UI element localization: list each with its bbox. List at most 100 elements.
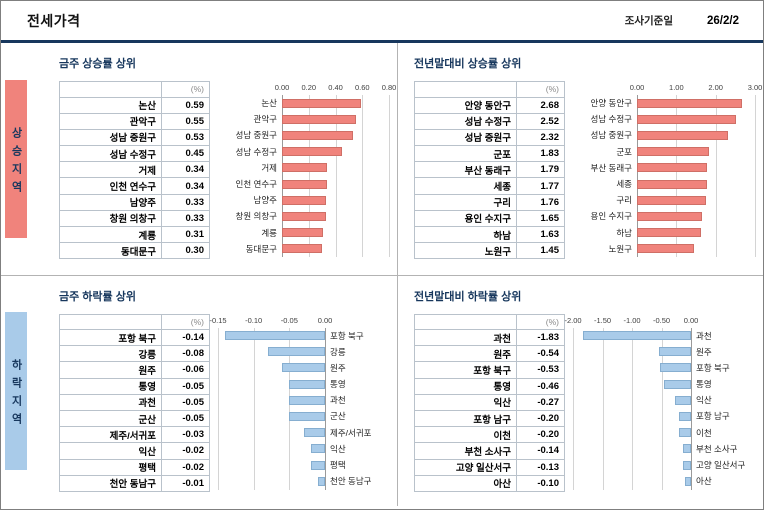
bar-row: [282, 192, 389, 208]
axis-tick-label: 0.60: [354, 83, 370, 92]
region-value: -0.08: [161, 345, 210, 363]
bar-chart: 논산 관악구 성남 중원구 성남 수정구 거제 인천 연수구 남양주 창원 의창구 계룡 동대문구…: [218, 81, 397, 257]
region-value: 0.53: [161, 128, 210, 147]
region-value: 1.45: [516, 242, 565, 260]
region-value: 2.68: [516, 96, 565, 114]
region-value: 2.52: [516, 112, 565, 130]
table-header-row: (%): [59, 81, 210, 98]
table-row: 고양 일산서구 -0.13: [414, 458, 565, 476]
table-row: 통영 -0.05: [59, 377, 210, 395]
bar: [289, 395, 325, 405]
region-value: -0.53: [516, 361, 565, 379]
region-name: 원주: [414, 345, 517, 363]
table-header-empty: [414, 313, 517, 330]
region-name: 군산: [59, 409, 162, 428]
region-name: 안양 동안구: [414, 96, 517, 114]
table-row: 아산 -0.10: [414, 474, 565, 492]
rank-table: (%) 과천 -1.83 원주 -0.54 포항 북구 -0.53 통영 -0.46 익산 -0.…: [414, 313, 565, 492]
table-row: 세종 1.77: [414, 177, 565, 195]
table-row: 군포 1.83: [414, 145, 565, 163]
region-name: 성남 수정구: [414, 112, 517, 130]
gridline: [637, 95, 638, 257]
table-row: 성남 중원구 2.32: [414, 128, 565, 147]
table-row: 인천 연수구 0.34: [59, 177, 210, 195]
bar-row: [218, 473, 325, 489]
axis-tick-label: 0.00: [683, 315, 699, 325]
panel-body: (%) 안양 동안구 2.68 성남 수정구 2.52 성남 중원구 2.32 군포 1.83…: [414, 81, 762, 260]
bar-row: [637, 192, 755, 208]
axis-tick-label: 0.20: [301, 83, 317, 92]
bar: [679, 428, 691, 438]
chart-axis: 0.00 0.20 0.40 0.60 0.80: [275, 81, 397, 95]
bar-row: [282, 160, 389, 176]
bar-chart: -2.00 -1.50 -1.00 -0.50 0.00 과천 원주 포항 북구 통영 익산 포항 …: [564, 314, 755, 490]
axis-tick-label: -1.00: [623, 315, 641, 325]
bar-row: [282, 127, 389, 143]
table-row: 원주 -0.54: [414, 345, 565, 363]
bar-row: [218, 344, 325, 360]
panel-weekly-fall: 금주 하락률 상위 (%) 포항 북구 -0.14 강릉 -0.08 원주 -0.06 통영…: [31, 274, 397, 507]
table-row: 부천 소사구 -0.14: [414, 442, 565, 460]
table-row: 군산 -0.05: [59, 409, 210, 428]
bar-row: [282, 144, 389, 160]
axis-tick-label: 2.00: [708, 83, 723, 92]
region-name: 창원 의창구: [59, 209, 162, 228]
panel-title: 전년말대비 하락률 상위: [414, 290, 522, 303]
rank-table: (%) 안양 동안구 2.68 성남 수정구 2.52 성남 중원구 2.32 군포 1.83…: [414, 81, 565, 260]
table-row: 포항 남구 -0.20: [414, 409, 565, 428]
region-name: 강릉: [59, 345, 162, 363]
category-label: 용인 수지구: [590, 211, 632, 222]
bar-row: [637, 176, 755, 192]
gridline: [362, 95, 364, 257]
survey-date-value: 26/2/2: [707, 14, 739, 27]
panel-title: 전년말대비 상승률 상위: [414, 58, 522, 70]
report-header: 전세가격 조사기준일 26/2/2: [1, 1, 763, 43]
table-header-unit: (%): [516, 313, 565, 330]
axis-tick-label: 0.00: [274, 83, 290, 92]
bar-row: [573, 457, 691, 473]
rank-table: (%) 포항 북구 -0.14 강릉 -0.08 원주 -0.06 통영 -0.05 과천 -0.…: [59, 313, 210, 492]
gridline: [335, 95, 337, 257]
category-label: 남양주: [253, 195, 277, 206]
region-value: -0.13: [516, 458, 565, 476]
table-row: 익산 -0.02: [59, 442, 210, 460]
table-row: 관악구 0.55: [59, 112, 210, 130]
region-name: 천안 동남구: [59, 474, 162, 492]
category-label: 인천 연수구: [235, 178, 277, 189]
region-value: 0.34: [161, 177, 210, 195]
region-value: 2.32: [516, 128, 565, 147]
gridline: [676, 95, 678, 257]
region-value: -0.54: [516, 345, 565, 363]
bar: [637, 130, 729, 140]
table-header-unit: (%): [161, 81, 210, 98]
region-value: -0.02: [161, 442, 210, 460]
category-label: 안양 동안구: [590, 98, 632, 108]
category-label: 성남 수정구: [235, 146, 277, 157]
bar: [659, 347, 691, 357]
region-name: 인천 연수구: [59, 177, 162, 195]
region-name: 평택: [59, 458, 162, 476]
category-label: 동대문구: [245, 243, 277, 254]
bar: [683, 460, 691, 470]
region-value: -0.20: [516, 426, 565, 444]
bar: [282, 195, 327, 205]
category-label: 구리: [616, 195, 632, 206]
gridline: [755, 95, 756, 257]
bar: [637, 163, 708, 173]
region-value: 1.65: [516, 209, 565, 228]
bar-row: [573, 360, 691, 376]
bar: [267, 347, 325, 357]
region-name: 과천: [59, 393, 162, 411]
bar: [303, 428, 325, 438]
bar: [310, 460, 325, 470]
bar: [663, 379, 691, 389]
bar: [637, 244, 695, 254]
region-value: 1.76: [516, 193, 565, 211]
region-value: -0.06: [161, 361, 210, 379]
region-name: 원주: [59, 361, 162, 379]
category-label: 포항 남구: [696, 411, 730, 422]
table-row: 하남 1.63: [414, 225, 565, 244]
bar-row: [282, 225, 389, 241]
gridline: [325, 327, 326, 490]
